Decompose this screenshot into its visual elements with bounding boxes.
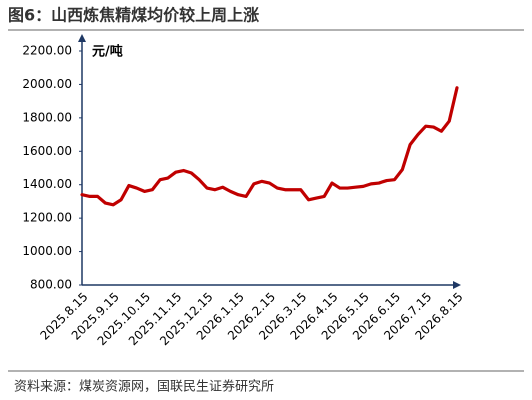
y-axis-arrow xyxy=(78,34,86,42)
y-tick-label: 2200.00 xyxy=(22,44,72,58)
data-line xyxy=(80,86,459,207)
y-tick-label: 1000.00 xyxy=(22,244,72,258)
y-tick-label: 1600.00 xyxy=(22,144,72,158)
y-tick-label: 1800.00 xyxy=(22,110,72,124)
y-axis-label: 元/吨 xyxy=(92,44,123,60)
y-tick-label: 1400.00 xyxy=(22,177,72,191)
y-tick-label: 1200.00 xyxy=(22,211,72,225)
source-note: 资料来源：煤炭资源网，国联民生证券研究所 xyxy=(14,379,274,395)
y-tick-label: 800.00 xyxy=(30,278,72,292)
x-axis-arrow xyxy=(453,281,461,289)
chart-title: 图6：山西炼焦精煤均价较上周上涨 xyxy=(8,6,259,25)
y-tick-label: 2000.00 xyxy=(22,77,72,91)
